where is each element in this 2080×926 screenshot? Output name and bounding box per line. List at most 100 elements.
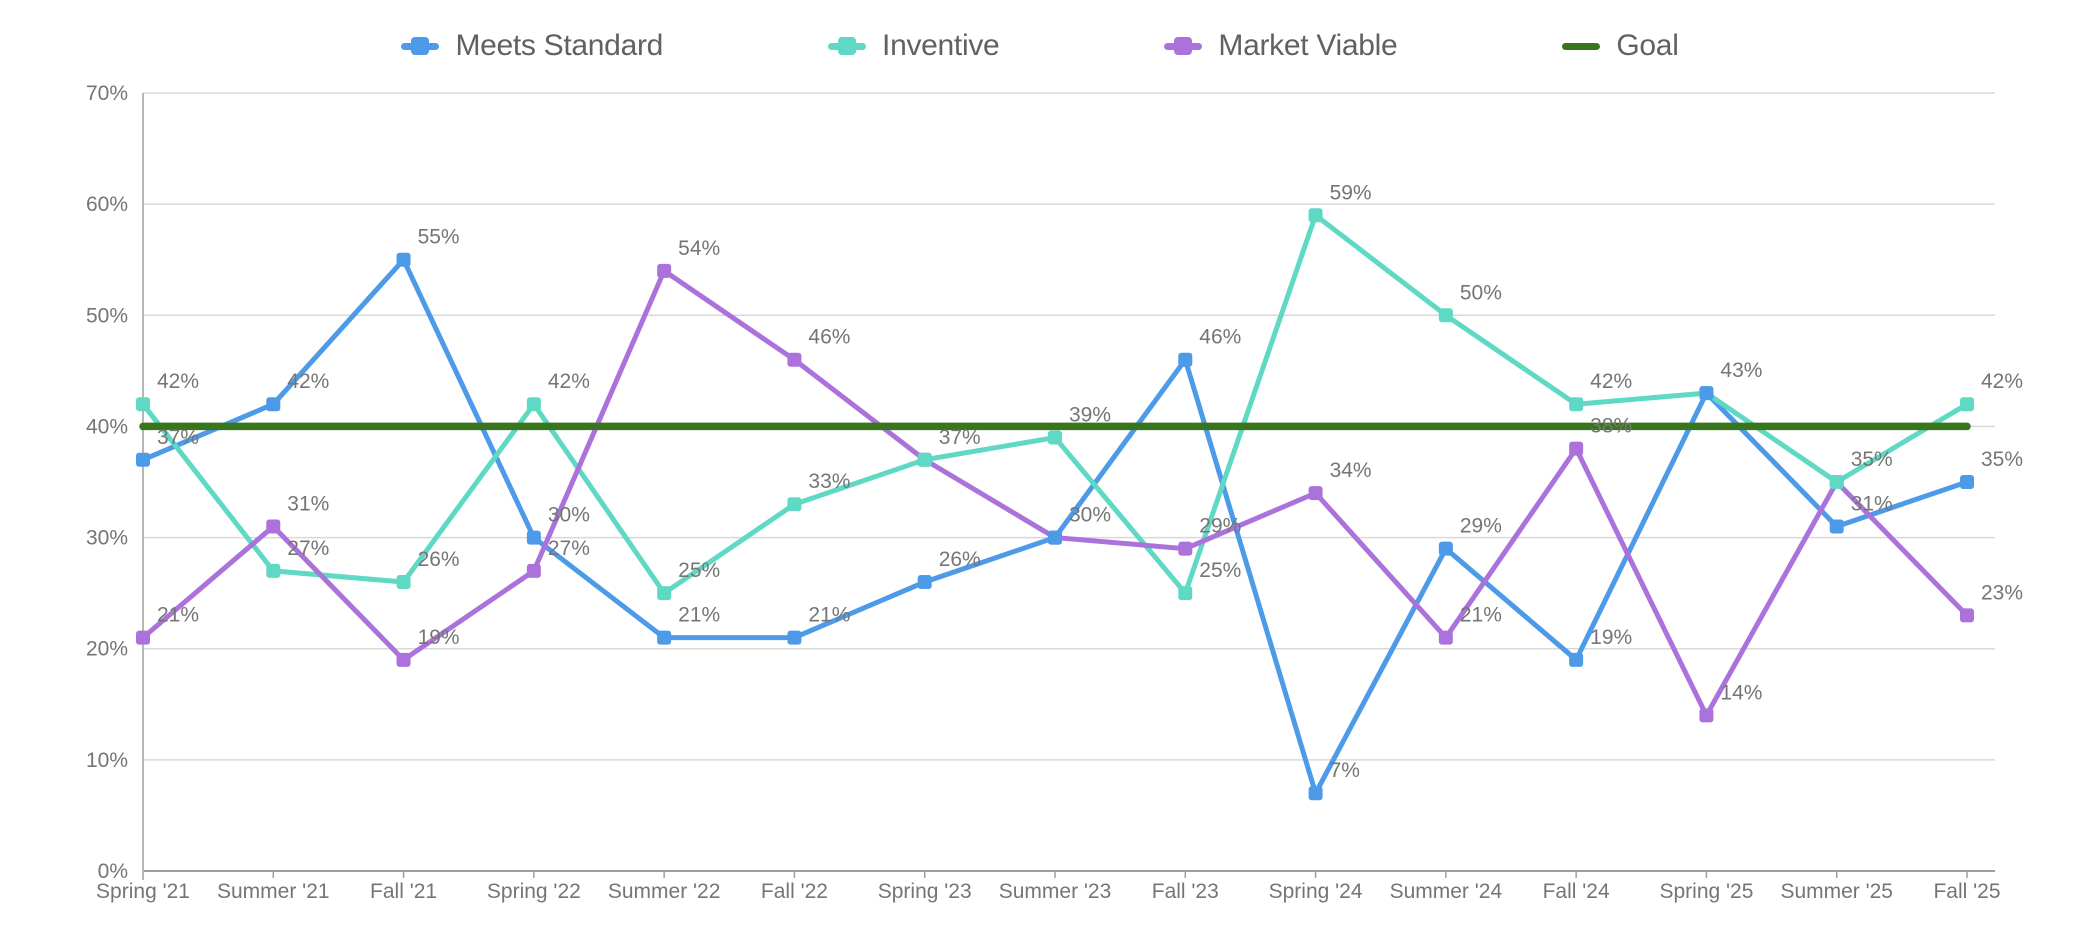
data-point-market-viable[interactable] bbox=[1178, 541, 1193, 556]
data-point-market-viable[interactable] bbox=[657, 263, 672, 278]
point-label: 29% bbox=[1199, 515, 1241, 538]
legend-marker-line-icon bbox=[1562, 37, 1601, 55]
data-point-inventive[interactable] bbox=[526, 397, 541, 412]
data-point-market-viable[interactable] bbox=[787, 352, 802, 367]
legend-marker-square-icon bbox=[1164, 37, 1203, 55]
data-point-meets-standard[interactable] bbox=[526, 530, 541, 545]
point-label: 33% bbox=[808, 470, 850, 493]
legend-item-meets-standard[interactable]: Meets Standard bbox=[401, 29, 663, 63]
data-point-market-viable[interactable] bbox=[1960, 608, 1974, 623]
data-point-meets-standard[interactable] bbox=[1178, 352, 1193, 367]
data-point-inventive[interactable] bbox=[396, 575, 411, 590]
x-tick-label: Summer '24 bbox=[1390, 880, 1503, 903]
data-point-meets-standard[interactable] bbox=[1569, 652, 1584, 667]
data-point-market-viable[interactable] bbox=[526, 563, 541, 578]
point-label: 39% bbox=[1069, 404, 1111, 427]
data-point-meets-standard[interactable] bbox=[1308, 786, 1323, 801]
point-label: 26% bbox=[418, 548, 460, 571]
data-point-market-viable[interactable] bbox=[396, 652, 411, 667]
point-label: 21% bbox=[678, 604, 720, 627]
point-label: 19% bbox=[418, 626, 460, 649]
data-point-inventive[interactable] bbox=[266, 563, 281, 578]
y-tick-label: 50% bbox=[86, 304, 128, 327]
point-label: 59% bbox=[1330, 181, 1372, 204]
data-point-meets-standard[interactable] bbox=[657, 630, 672, 645]
point-label: 31% bbox=[287, 492, 329, 515]
series-line-meets-standard bbox=[140, 257, 1970, 796]
point-label: 42% bbox=[287, 370, 329, 393]
point-label: 21% bbox=[157, 604, 199, 627]
point-label: 23% bbox=[1981, 581, 2023, 604]
y-tick-label: 30% bbox=[86, 527, 128, 550]
point-label: 54% bbox=[678, 237, 720, 260]
data-point-inventive[interactable] bbox=[787, 497, 802, 512]
point-label: 46% bbox=[1199, 326, 1241, 349]
point-label: 46% bbox=[808, 326, 850, 349]
point-label: 31% bbox=[1851, 492, 1893, 515]
legend-label: Inventive bbox=[882, 29, 1000, 62]
y-tick-label: 60% bbox=[86, 193, 128, 216]
data-point-meets-standard[interactable] bbox=[787, 630, 802, 645]
data-point-meets-standard[interactable] bbox=[1960, 475, 1974, 489]
y-tick-label: 0% bbox=[98, 860, 128, 883]
point-label: 30% bbox=[1069, 504, 1111, 527]
point-label: 37% bbox=[939, 426, 981, 449]
point-label: 35% bbox=[1851, 448, 1893, 471]
data-point-inventive[interactable] bbox=[1178, 586, 1193, 601]
data-point-meets-standard[interactable] bbox=[1829, 519, 1844, 534]
data-point-inventive[interactable] bbox=[1048, 430, 1062, 445]
point-label: 25% bbox=[1199, 559, 1241, 582]
data-point-inventive[interactable] bbox=[1569, 397, 1584, 412]
data-point-meets-standard[interactable] bbox=[917, 575, 932, 590]
chart-legend: Meets Standard Inventive Market Viable G… bbox=[0, 18, 2080, 74]
data-point-meets-standard[interactable] bbox=[266, 397, 281, 412]
x-tick-label: Summer '23 bbox=[999, 880, 1112, 903]
data-point-inventive[interactable] bbox=[917, 452, 932, 467]
data-point-meets-standard[interactable] bbox=[136, 452, 150, 467]
point-label: 43% bbox=[1720, 359, 1762, 382]
data-point-inventive[interactable] bbox=[657, 586, 672, 601]
legend-item-inventive[interactable]: Inventive bbox=[828, 29, 1000, 63]
data-point-inventive[interactable] bbox=[1438, 308, 1453, 323]
data-point-inventive[interactable] bbox=[1960, 397, 1974, 412]
x-tick-label: Spring '23 bbox=[878, 880, 972, 903]
point-label: 27% bbox=[287, 537, 329, 560]
point-label: 42% bbox=[1590, 370, 1632, 393]
point-label: 35% bbox=[1981, 448, 2023, 471]
data-point-inventive[interactable] bbox=[1829, 475, 1844, 489]
x-tick-label: Spring '25 bbox=[1659, 880, 1753, 903]
x-tick-label: Spring '22 bbox=[487, 880, 581, 903]
point-label: 21% bbox=[808, 604, 850, 627]
data-point-market-viable[interactable] bbox=[1699, 708, 1714, 723]
data-point-meets-standard[interactable] bbox=[396, 252, 411, 267]
data-point-inventive[interactable] bbox=[136, 397, 150, 412]
legend-label: Goal bbox=[1616, 29, 1679, 62]
point-label: 30% bbox=[548, 504, 590, 527]
x-tick-label: Summer '22 bbox=[608, 880, 721, 903]
x-tick-label: Fall '24 bbox=[1543, 880, 1610, 903]
data-point-meets-standard[interactable] bbox=[1699, 386, 1714, 401]
x-tick-label: Summer '25 bbox=[1780, 880, 1893, 903]
y-tick-label: 70% bbox=[86, 82, 128, 105]
point-label: 42% bbox=[1981, 370, 2023, 393]
x-tick-label: Fall '25 bbox=[1933, 880, 2000, 903]
data-point-market-viable[interactable] bbox=[136, 630, 150, 645]
data-point-market-viable[interactable] bbox=[1438, 630, 1453, 645]
data-point-meets-standard[interactable] bbox=[1438, 541, 1453, 556]
x-tick-label: Summer '21 bbox=[217, 880, 330, 903]
legend-item-goal[interactable]: Goal bbox=[1562, 29, 1679, 63]
data-point-market-viable[interactable] bbox=[266, 519, 281, 534]
point-label: 42% bbox=[548, 370, 590, 393]
x-tick-label: Fall '23 bbox=[1152, 880, 1219, 903]
legend-item-market-viable[interactable]: Market Viable bbox=[1164, 29, 1398, 63]
data-point-meets-standard[interactable] bbox=[1048, 530, 1062, 545]
y-tick-label: 20% bbox=[86, 638, 128, 661]
legend-marker-square-icon bbox=[401, 37, 440, 55]
x-tick-label: Spring '21 bbox=[96, 880, 190, 903]
point-label: 19% bbox=[1590, 626, 1632, 649]
point-label: 38% bbox=[1590, 415, 1632, 438]
data-point-market-viable[interactable] bbox=[1569, 441, 1584, 456]
data-point-market-viable[interactable] bbox=[1308, 486, 1323, 501]
data-point-inventive[interactable] bbox=[1308, 208, 1323, 223]
